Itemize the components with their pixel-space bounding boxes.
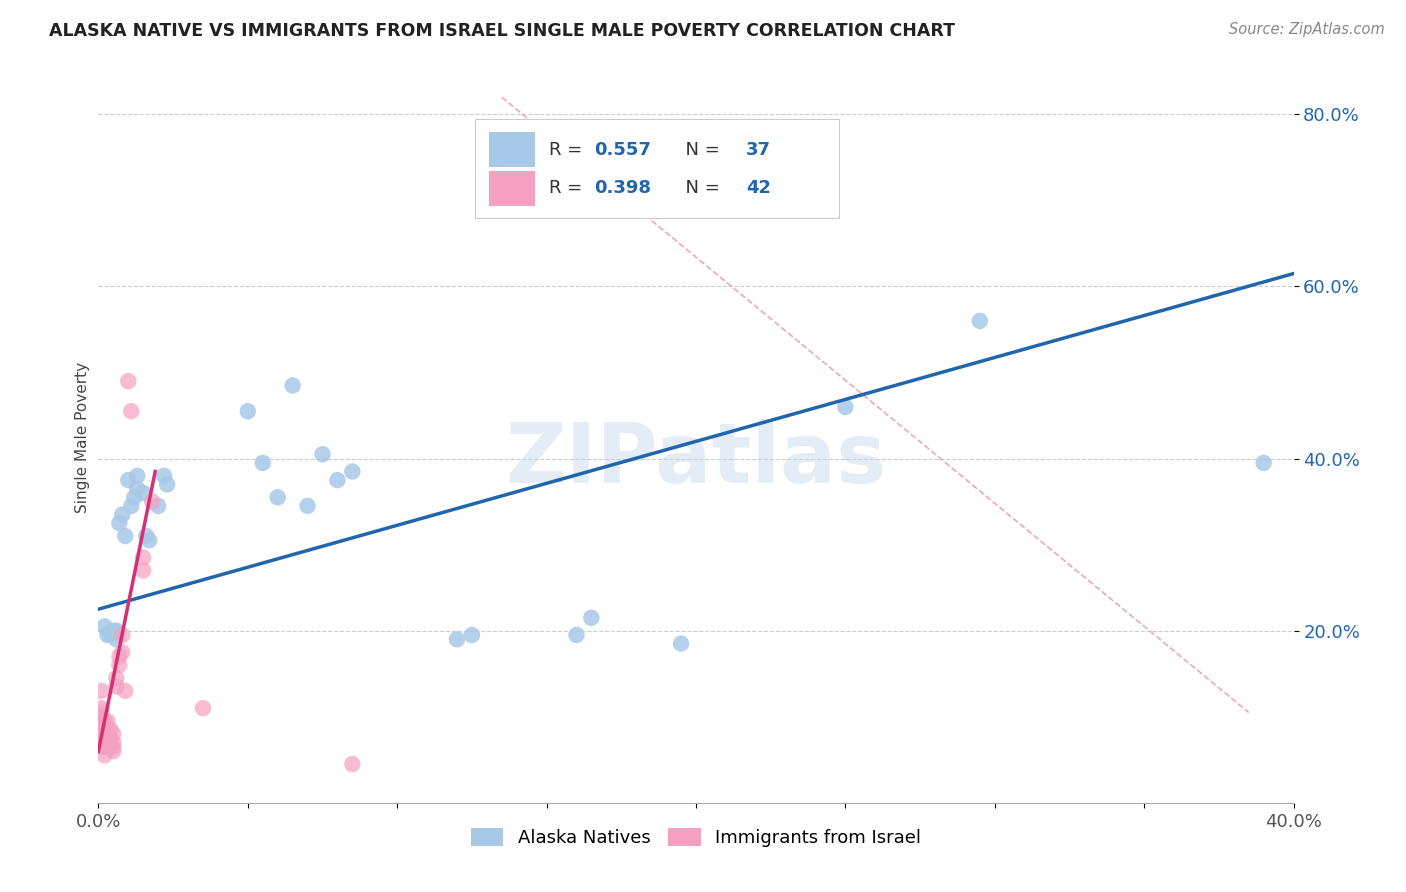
Point	[108, 658, 131, 673]
Text: 42: 42	[747, 179, 770, 197]
Point	[342, 465, 364, 479]
Point	[96, 731, 118, 746]
Point	[117, 374, 139, 388]
Text: ZIPatlas: ZIPatlas	[506, 418, 886, 500]
Point	[96, 723, 118, 737]
Point	[90, 731, 112, 746]
Text: N =: N =	[675, 141, 725, 159]
Point	[127, 468, 149, 483]
Point	[124, 491, 146, 505]
Point	[114, 529, 136, 543]
Point	[127, 482, 149, 496]
Point	[236, 404, 259, 418]
Point	[93, 619, 115, 633]
Point	[114, 684, 136, 698]
Point	[148, 499, 170, 513]
Point	[153, 468, 176, 483]
Text: 0.557: 0.557	[595, 141, 651, 159]
Text: 37: 37	[747, 141, 770, 159]
Point	[105, 680, 128, 694]
Point	[93, 723, 115, 737]
Point	[87, 710, 110, 724]
Point	[93, 735, 115, 749]
Point	[141, 494, 163, 508]
Legend: Alaska Natives, Immigrants from Israel: Alaska Natives, Immigrants from Israel	[461, 819, 931, 856]
Point	[111, 508, 134, 522]
Point	[87, 714, 110, 728]
Point	[326, 473, 349, 487]
Point	[446, 632, 468, 647]
Text: Source: ZipAtlas.com: Source: ZipAtlas.com	[1229, 22, 1385, 37]
Point	[565, 628, 588, 642]
Point	[90, 739, 112, 754]
Point	[267, 491, 290, 505]
Point	[98, 739, 122, 754]
Point	[105, 632, 128, 647]
Point	[108, 516, 131, 530]
Point	[834, 400, 856, 414]
Point	[93, 727, 115, 741]
Point	[90, 718, 112, 732]
Point	[103, 739, 125, 754]
Point	[138, 533, 160, 548]
Point	[90, 701, 112, 715]
Point	[281, 378, 304, 392]
Point	[93, 731, 115, 746]
Point	[103, 744, 125, 758]
Point	[1253, 456, 1275, 470]
Point	[581, 611, 603, 625]
Point	[120, 404, 142, 418]
Point	[105, 624, 128, 638]
Point	[120, 499, 142, 513]
Text: R =: R =	[548, 179, 588, 197]
Point	[111, 628, 134, 642]
Point	[96, 628, 118, 642]
Point	[98, 628, 122, 642]
Point	[714, 172, 737, 186]
Point	[98, 731, 122, 746]
Point	[297, 499, 319, 513]
Text: 0.398: 0.398	[595, 179, 651, 197]
Point	[132, 564, 155, 578]
Point	[105, 671, 128, 685]
Point	[342, 757, 364, 772]
Point	[103, 624, 125, 638]
Point	[93, 714, 115, 728]
Point	[132, 550, 155, 565]
Point	[90, 723, 112, 737]
Point	[98, 723, 122, 737]
Y-axis label: Single Male Poverty: Single Male Poverty	[75, 361, 90, 513]
Text: R =: R =	[548, 141, 588, 159]
Point	[111, 645, 134, 659]
Point	[108, 649, 131, 664]
FancyBboxPatch shape	[489, 171, 534, 206]
Point	[93, 748, 115, 763]
Point	[156, 477, 179, 491]
Point	[969, 314, 991, 328]
Point	[96, 714, 118, 728]
Text: N =: N =	[675, 179, 725, 197]
Point	[103, 727, 125, 741]
Point	[669, 637, 692, 651]
Point	[191, 701, 214, 715]
Point	[90, 706, 112, 720]
Point	[90, 684, 112, 698]
Point	[311, 447, 333, 461]
Point	[132, 486, 155, 500]
Point	[103, 735, 125, 749]
Point	[135, 529, 157, 543]
Point	[90, 714, 112, 728]
FancyBboxPatch shape	[489, 132, 534, 167]
Point	[117, 473, 139, 487]
Point	[93, 739, 115, 754]
FancyBboxPatch shape	[475, 119, 839, 218]
Point	[461, 628, 484, 642]
Point	[252, 456, 274, 470]
Point	[96, 727, 118, 741]
Text: ALASKA NATIVE VS IMMIGRANTS FROM ISRAEL SINGLE MALE POVERTY CORRELATION CHART: ALASKA NATIVE VS IMMIGRANTS FROM ISRAEL …	[49, 22, 955, 40]
